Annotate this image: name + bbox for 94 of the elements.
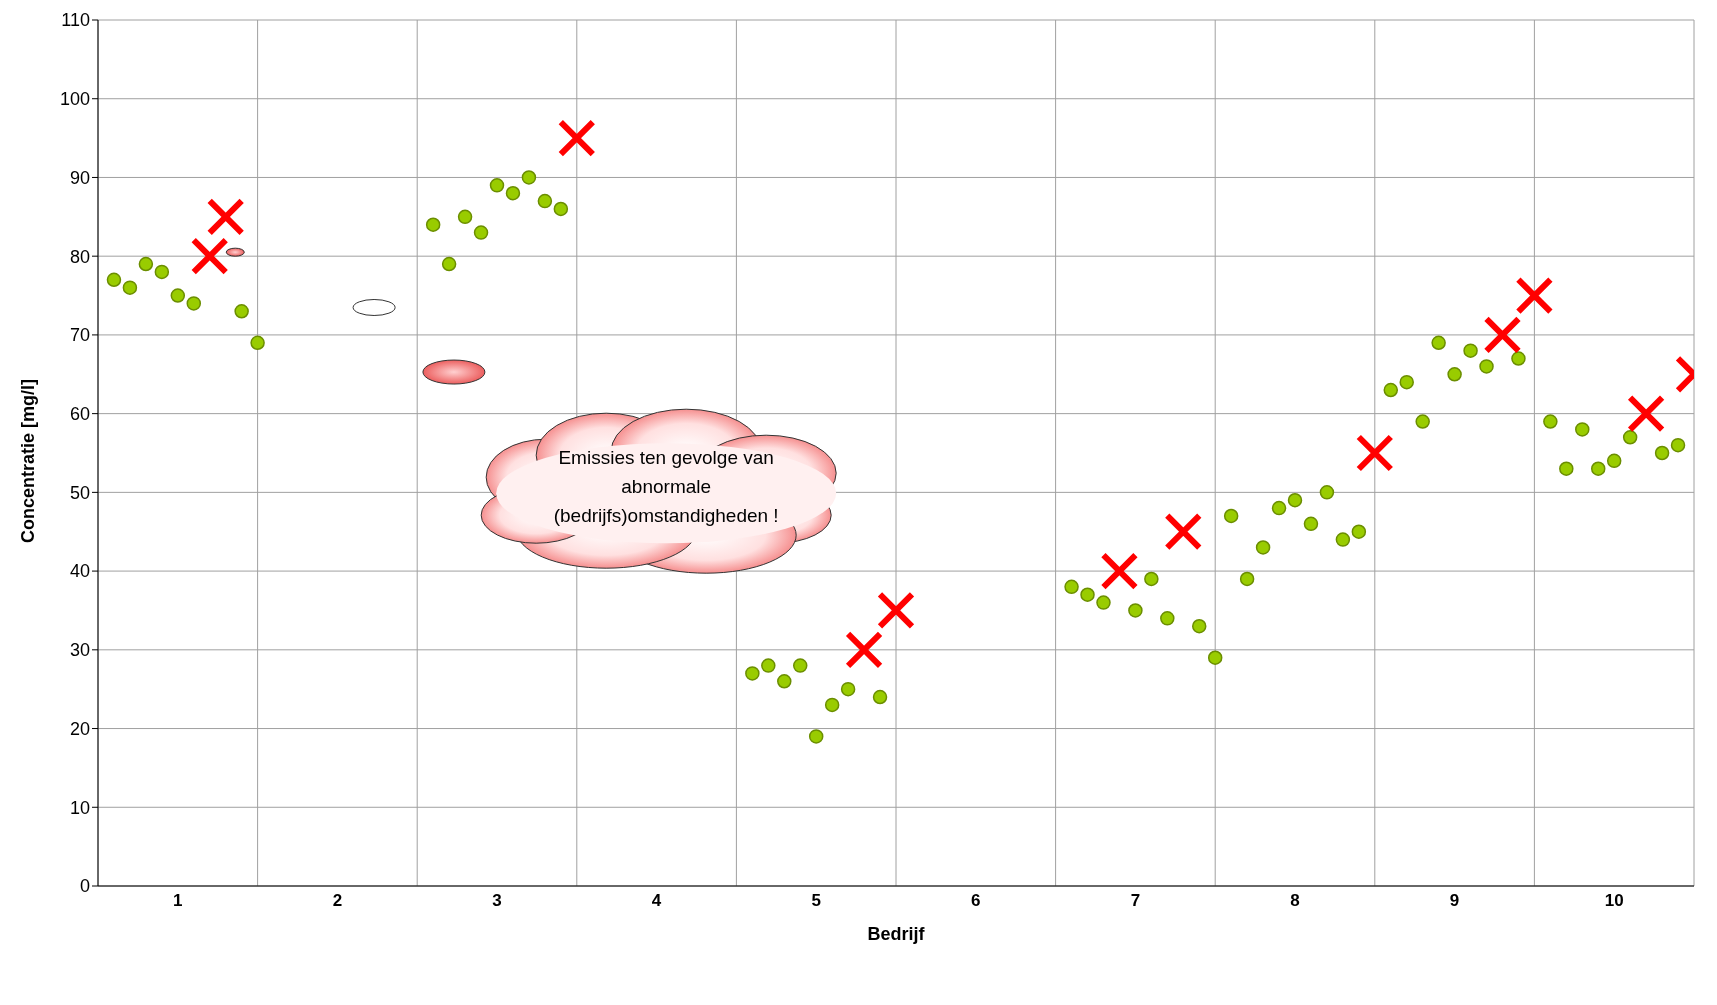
point bbox=[473, 225, 489, 240]
point bbox=[1164, 512, 1203, 551]
point bbox=[138, 256, 154, 272]
y-tick-label: 100 bbox=[59, 89, 90, 110]
point bbox=[1654, 445, 1670, 461]
y-tick-label: 10 bbox=[69, 797, 90, 818]
point bbox=[1479, 359, 1494, 374]
point bbox=[489, 178, 505, 193]
point bbox=[170, 288, 186, 303]
point bbox=[1622, 430, 1638, 445]
point bbox=[1351, 524, 1367, 539]
y-tick-label: 40 bbox=[69, 561, 90, 582]
point bbox=[250, 335, 265, 351]
point bbox=[1511, 351, 1526, 366]
y-tick-label: 30 bbox=[69, 640, 90, 661]
x-tick-label: 3 bbox=[492, 891, 502, 911]
point bbox=[1223, 508, 1239, 524]
point bbox=[872, 689, 888, 705]
point bbox=[521, 170, 537, 185]
point bbox=[186, 296, 202, 311]
y-tick-label: 110 bbox=[61, 10, 90, 31]
point bbox=[1100, 552, 1139, 591]
point bbox=[877, 591, 915, 630]
y-tick-label: 70 bbox=[69, 325, 90, 346]
y-tick-label: 20 bbox=[69, 718, 90, 739]
point bbox=[1627, 394, 1666, 433]
x-tick-label: 10 bbox=[1604, 891, 1624, 911]
point bbox=[441, 256, 457, 272]
point bbox=[1590, 461, 1606, 476]
point bbox=[122, 280, 138, 295]
point bbox=[425, 217, 441, 232]
annotation: Emissies ten gevolge van abnormale (bedrijfs)omstandigheden ! bbox=[552, 446, 780, 529]
x-tick-label: 2 bbox=[332, 891, 343, 911]
point bbox=[1255, 540, 1271, 555]
point bbox=[457, 209, 473, 225]
x-tick-label: 1 bbox=[173, 891, 183, 911]
point bbox=[1463, 343, 1478, 358]
point bbox=[206, 197, 245, 236]
point bbox=[840, 681, 856, 697]
point bbox=[1543, 414, 1558, 429]
point bbox=[777, 674, 792, 689]
y-tick-label: 90 bbox=[69, 167, 90, 188]
point bbox=[1303, 516, 1319, 532]
x-tick-label: 5 bbox=[811, 891, 821, 911]
point bbox=[1399, 374, 1414, 390]
y-tick-label: 80 bbox=[69, 246, 90, 267]
point bbox=[234, 304, 249, 319]
x-tick-label: 9 bbox=[1449, 891, 1460, 911]
point bbox=[1064, 579, 1079, 595]
point bbox=[1335, 532, 1351, 547]
point bbox=[1670, 437, 1686, 453]
y-tick-label: 50 bbox=[69, 482, 90, 503]
point bbox=[761, 658, 776, 673]
point bbox=[1447, 367, 1462, 382]
point bbox=[1080, 587, 1095, 602]
point bbox=[1207, 650, 1223, 665]
y-tick-label: 0 bbox=[79, 876, 90, 897]
point bbox=[1575, 422, 1590, 437]
point bbox=[745, 666, 760, 681]
point bbox=[1160, 611, 1175, 626]
point bbox=[1096, 595, 1111, 610]
point bbox=[792, 658, 808, 673]
point bbox=[1319, 485, 1335, 500]
y-axis-title: Concentratie [mg/l] bbox=[18, 378, 39, 543]
point bbox=[1559, 461, 1574, 476]
point bbox=[553, 201, 569, 217]
point bbox=[1144, 571, 1159, 587]
x-tick-label: 7 bbox=[1130, 891, 1141, 911]
point bbox=[1128, 603, 1143, 618]
point bbox=[845, 630, 884, 669]
point bbox=[1383, 382, 1399, 398]
point bbox=[557, 119, 596, 158]
point bbox=[1515, 276, 1554, 315]
x-tick-label: 4 bbox=[651, 891, 662, 911]
x-axis-title: Bedrijf bbox=[867, 924, 926, 944]
point bbox=[154, 264, 170, 280]
point bbox=[537, 193, 553, 209]
point bbox=[1271, 500, 1287, 516]
point bbox=[1287, 492, 1303, 508]
x-tick-label: 6 bbox=[971, 891, 981, 911]
point bbox=[1415, 414, 1430, 429]
point bbox=[505, 185, 521, 201]
point bbox=[808, 729, 824, 744]
x-tick-label: 8 bbox=[1290, 891, 1300, 911]
point bbox=[1606, 453, 1622, 469]
point bbox=[1431, 335, 1446, 351]
y-tick-label: 60 bbox=[69, 404, 90, 425]
point bbox=[1191, 618, 1207, 634]
point bbox=[1355, 434, 1394, 472]
point bbox=[1239, 571, 1255, 587]
point bbox=[824, 697, 840, 713]
point bbox=[190, 237, 229, 276]
point bbox=[1483, 315, 1522, 354]
point bbox=[106, 272, 122, 288]
